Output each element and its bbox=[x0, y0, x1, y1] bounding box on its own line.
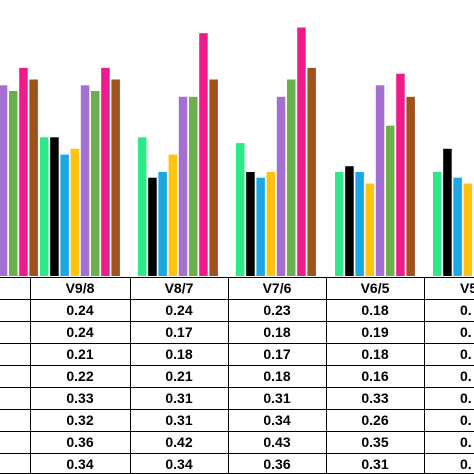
table-cell: 0.16 bbox=[361, 368, 388, 384]
table-cell: 0. bbox=[460, 390, 472, 406]
bar-s5-g5 bbox=[375, 85, 385, 276]
table-header-cell: V7/6 bbox=[263, 280, 292, 296]
table-cell: 0. bbox=[460, 412, 472, 428]
table-cell: 0. bbox=[460, 324, 472, 340]
table-header-cell: V6/5 bbox=[361, 280, 390, 296]
table-cell: 0.17 bbox=[263, 346, 290, 362]
table-cell: 0. bbox=[460, 434, 472, 450]
table-cell: 0.22 bbox=[66, 368, 93, 384]
table-cell: 0.31 bbox=[263, 390, 290, 406]
bar-s1-g6 bbox=[433, 172, 442, 276]
table-cell: 0.19 bbox=[361, 324, 388, 340]
table-cell: 0. bbox=[460, 302, 472, 318]
bar-s1-g2 bbox=[40, 137, 49, 276]
bar-s5-g1 bbox=[0, 85, 8, 276]
bar-s8-g3 bbox=[209, 79, 218, 276]
table-cell: 0. bbox=[460, 456, 472, 472]
bar-s8-g1 bbox=[29, 79, 38, 276]
table-cell: 0.18 bbox=[361, 346, 388, 362]
bar-s4-g2 bbox=[70, 148, 80, 276]
bar-s2-g4 bbox=[246, 172, 255, 276]
table-header-cell: V5 bbox=[460, 280, 474, 296]
table-cell: 0.33 bbox=[361, 390, 388, 406]
table-cell: 0.31 bbox=[361, 456, 388, 472]
table-cell: 0.34 bbox=[66, 456, 93, 472]
data-table: V9/8 V8/7 V7/6 V6/5 V5 0.24 0.24 0.23 0.18 0. 0.24… bbox=[0, 277, 474, 474]
table-cell: 0.26 bbox=[361, 412, 388, 428]
bar-s6-g1 bbox=[9, 91, 18, 276]
bar-s7-g5 bbox=[396, 73, 405, 276]
bar-s7-g1 bbox=[19, 67, 28, 277]
table-header-cell: V9/8 bbox=[66, 280, 95, 296]
bar-s3-g2 bbox=[60, 154, 69, 276]
table-cell: 0.31 bbox=[165, 412, 192, 428]
table-cell: 0.36 bbox=[263, 456, 290, 472]
table-cell: 0.36 bbox=[66, 434, 93, 450]
bar-s8-g2 bbox=[111, 79, 120, 276]
bar-s6-g2 bbox=[91, 91, 100, 276]
bar-s2-g6 bbox=[443, 148, 452, 276]
bar-s2-g2 bbox=[50, 137, 59, 276]
bar-s5-g3 bbox=[178, 96, 188, 276]
bar-s7-g2 bbox=[101, 67, 110, 277]
bar-s6-g3 bbox=[189, 96, 198, 276]
table-cell: 0.43 bbox=[263, 434, 290, 450]
table-cell: 0.42 bbox=[165, 434, 192, 450]
bar-s4-g6 bbox=[463, 183, 473, 276]
table-cell: 0.18 bbox=[361, 302, 388, 318]
bar-chart bbox=[0, 27, 473, 277]
bar-s1-g3 bbox=[138, 137, 147, 276]
bar-s1-g5 bbox=[335, 172, 344, 276]
table-cell: 0.18 bbox=[165, 346, 192, 362]
table-cell: 0. bbox=[460, 346, 472, 362]
table-cell: 0.31 bbox=[165, 390, 192, 406]
table-cell: 0.18 bbox=[263, 324, 290, 340]
bar-s5-g4 bbox=[276, 96, 286, 276]
bar-s5-g2 bbox=[80, 85, 90, 276]
bar-s4-g4 bbox=[266, 172, 276, 276]
bar-s8-g5 bbox=[406, 96, 415, 276]
table-cell: 0.35 bbox=[361, 434, 388, 450]
table-cell: 0.18 bbox=[263, 368, 290, 384]
bar-s8-g4 bbox=[307, 67, 316, 277]
bar-s2-g3 bbox=[148, 177, 157, 276]
bar-s4-g3 bbox=[168, 154, 178, 276]
bar-s6-g4 bbox=[287, 79, 296, 276]
table-cell: 0.32 bbox=[66, 412, 93, 428]
table-cell: 0.23 bbox=[263, 302, 290, 318]
table-cell: 0.33 bbox=[66, 390, 93, 406]
table-cell: 0.24 bbox=[165, 302, 192, 318]
table-cell: 0.17 bbox=[165, 324, 192, 340]
bar-s6-g5 bbox=[386, 125, 395, 276]
bar-s7-g4 bbox=[297, 27, 306, 276]
table-cell: 0.21 bbox=[66, 346, 93, 362]
bar-s3-g4 bbox=[256, 177, 265, 276]
table-cell: 0.21 bbox=[165, 368, 192, 384]
table-cell: 0.24 bbox=[66, 324, 93, 340]
table-cell: 0. bbox=[460, 368, 472, 384]
bar-s4-g5 bbox=[365, 183, 375, 276]
bar-s7-g3 bbox=[199, 33, 208, 277]
bar-s1-g4 bbox=[236, 143, 245, 276]
table-cell: 0.34 bbox=[165, 456, 192, 472]
table-cell: 0.34 bbox=[263, 412, 290, 428]
table-header-cell: V8/7 bbox=[165, 280, 194, 296]
bar-s3-g5 bbox=[355, 172, 364, 276]
bar-s3-g3 bbox=[158, 172, 167, 276]
bar-s2-g5 bbox=[345, 166, 354, 276]
bar-s3-g6 bbox=[453, 177, 462, 276]
table-cell: 0.24 bbox=[66, 302, 93, 318]
